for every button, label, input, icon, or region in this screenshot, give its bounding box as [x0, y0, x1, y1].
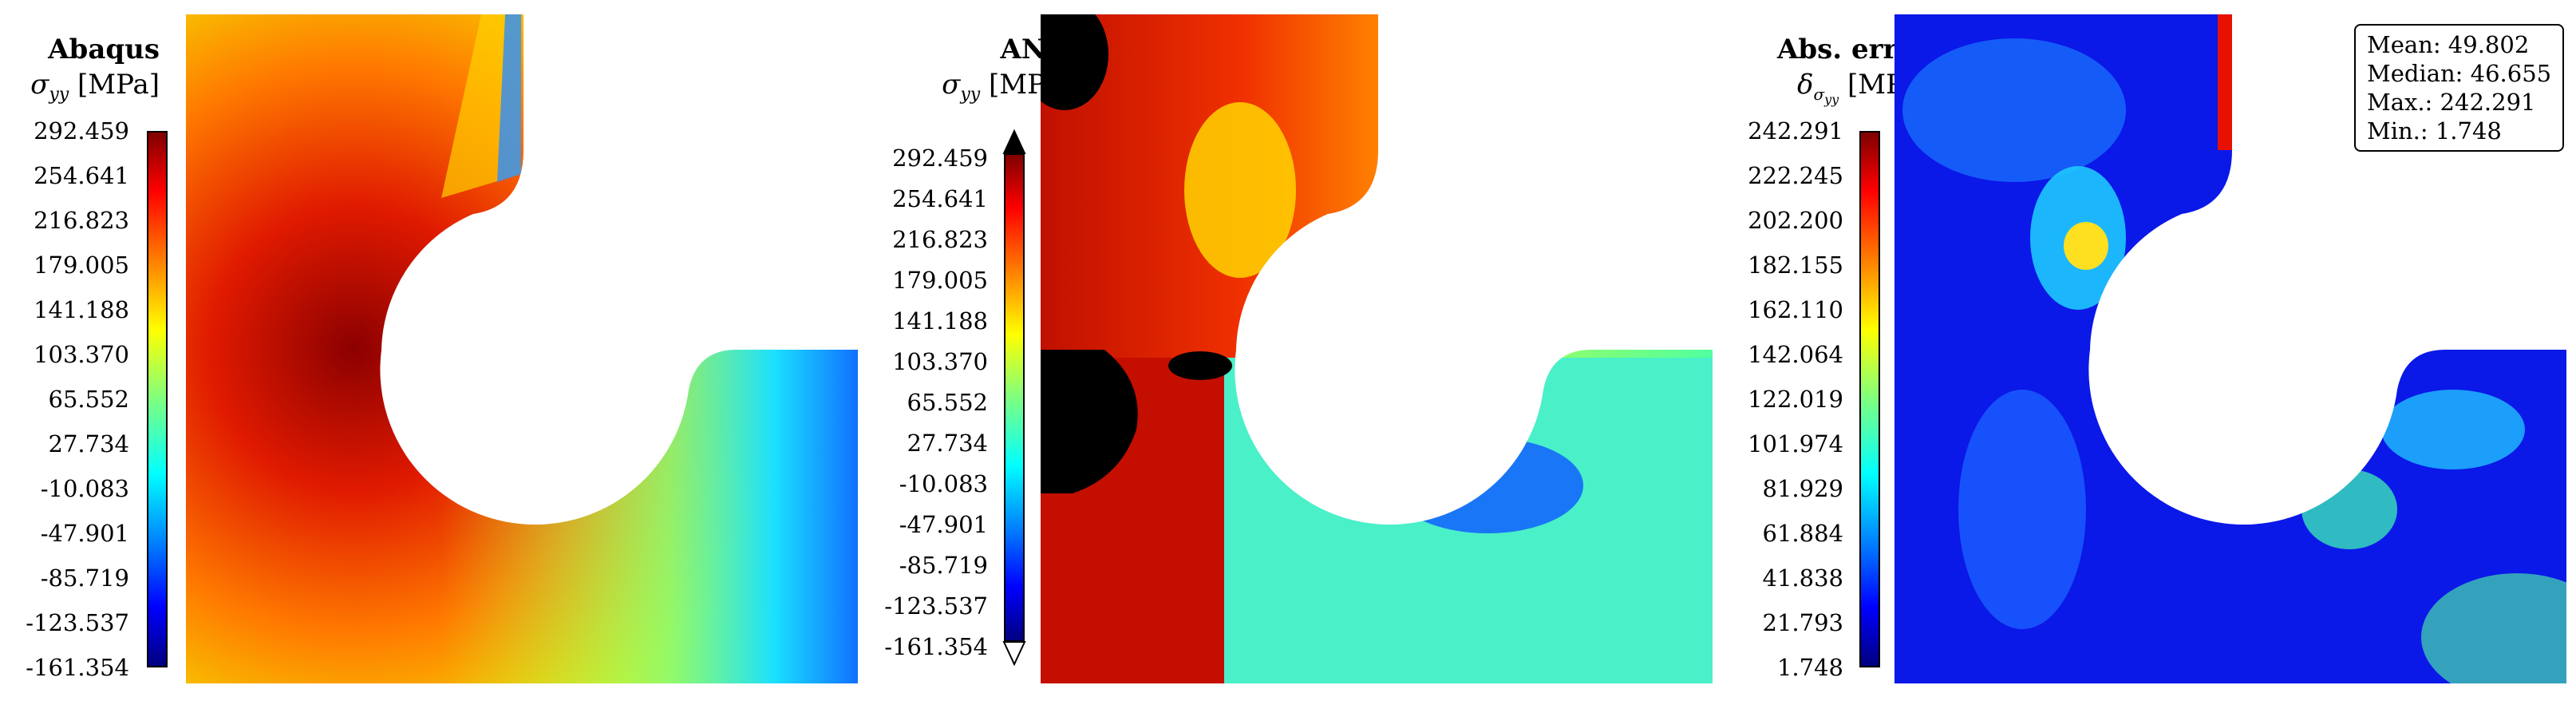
- stats-median: Median: 46.655: [2367, 60, 2552, 87]
- colorbar-tick-label: 179.005: [892, 267, 988, 294]
- colorbar-tick-label: 101.974: [1748, 430, 1843, 457]
- colorbar-tick-label: -123.537: [884, 592, 988, 620]
- colorbar-tick-label: -10.083: [899, 470, 988, 497]
- colorbar: [1859, 131, 1880, 667]
- stress-field-abaqus: [186, 14, 858, 683]
- colorbar-tick-label: 254.641: [892, 185, 988, 212]
- colorbar-tick-label: -10.083: [40, 475, 129, 502]
- colorbar-tick-label: 61.884: [1762, 520, 1843, 547]
- colorbar-tick-label: 103.370: [892, 348, 988, 375]
- colorbar-tick-label: 81.929: [1762, 475, 1843, 502]
- colorbar-ticks: 292.459 254.641 216.823 179.005 141.188 103.3…: [859, 145, 988, 660]
- quantity-label: σyy [MPa]: [30, 69, 160, 105]
- colorbar-ticks: 242.291 222.245 202.200 182.155 162.110 142.0…: [1717, 117, 1843, 681]
- colorbar-tick-label: 41.838: [1762, 564, 1843, 592]
- colorbar: [147, 131, 168, 667]
- colorbar-extend-bottom: [1002, 641, 1026, 666]
- panel-title: Abaqus σyy [MPa]: [30, 32, 160, 113]
- colorbar-tick-label: 65.552: [48, 386, 129, 413]
- colorbar-extend-top: [1002, 129, 1026, 154]
- colorbar-tick-label: 65.552: [907, 389, 988, 416]
- colorbar-tick-label: 216.823: [892, 226, 988, 253]
- colorbar-tick-label: 122.019: [1748, 386, 1843, 413]
- colorbar-tick-label: -161.354: [26, 654, 129, 681]
- colorbar-tick-label: 182.155: [1748, 251, 1843, 279]
- colorbar-tick-label: 242.291: [1748, 117, 1843, 145]
- colorbar-tick-label: 1.748: [1776, 654, 1843, 681]
- colorbar-tick-label: 162.110: [1748, 296, 1843, 323]
- stats-box: Mean: 49.802 Median: 46.655 Max.: 242.29…: [2354, 24, 2565, 152]
- stress-field-ann: [1041, 14, 1713, 683]
- colorbar-tick-label: -85.719: [899, 552, 988, 579]
- colorbar-tick-label: 202.200: [1748, 207, 1843, 234]
- stats-max: Max.: 242.291: [2367, 89, 2536, 116]
- colorbar-tick-label: 292.459: [892, 145, 988, 172]
- colorbar-tick-label: 103.370: [34, 341, 129, 368]
- stats-min: Min.: 1.748: [2367, 117, 2502, 145]
- colorbar-tick-label: 27.734: [907, 430, 988, 457]
- colorbar-tick-label: -123.537: [26, 609, 129, 636]
- panel-abaqus: Abaqus σyy [MPa] 292.459 254.641 216.823 17…: [0, 0, 859, 701]
- colorbar-ticks: 292.459 254.641 216.823 179.005 141.188 103.3…: [0, 117, 129, 681]
- colorbar-tick-label: 141.188: [892, 307, 988, 335]
- colorbar-tick-label: -161.354: [884, 633, 988, 660]
- panel-ann: ANN σyy [MPa] 292.459 254.641 216.823 179.0…: [859, 0, 1717, 701]
- stats-mean: Mean: 49.802: [2367, 31, 2530, 58]
- colorbar-tick-label: -47.901: [40, 520, 129, 547]
- colorbar-tick-label: 21.793: [1762, 609, 1843, 636]
- colorbar-tick-label: -85.719: [40, 564, 129, 592]
- colorbar-tick-label: 216.823: [34, 207, 129, 234]
- colorbar: [1004, 153, 1025, 642]
- title-label: Abaqus: [48, 34, 160, 65]
- colorbar-tick-label: 142.064: [1748, 341, 1843, 368]
- colorbar-tick-label: 292.459: [34, 117, 129, 145]
- colorbar-tick-label: 27.734: [48, 430, 129, 457]
- colorbar-tick-label: -47.901: [899, 511, 988, 538]
- panel-abs-error: Abs. error δσyy [MPa] 242.291 222.245 202.…: [1717, 0, 2576, 701]
- colorbar-tick-label: 222.245: [1748, 162, 1843, 189]
- colorbar-tick-label: 254.641: [34, 162, 129, 189]
- colorbar-tick-label: 141.188: [34, 296, 129, 323]
- colorbar-tick-label: 179.005: [34, 251, 129, 279]
